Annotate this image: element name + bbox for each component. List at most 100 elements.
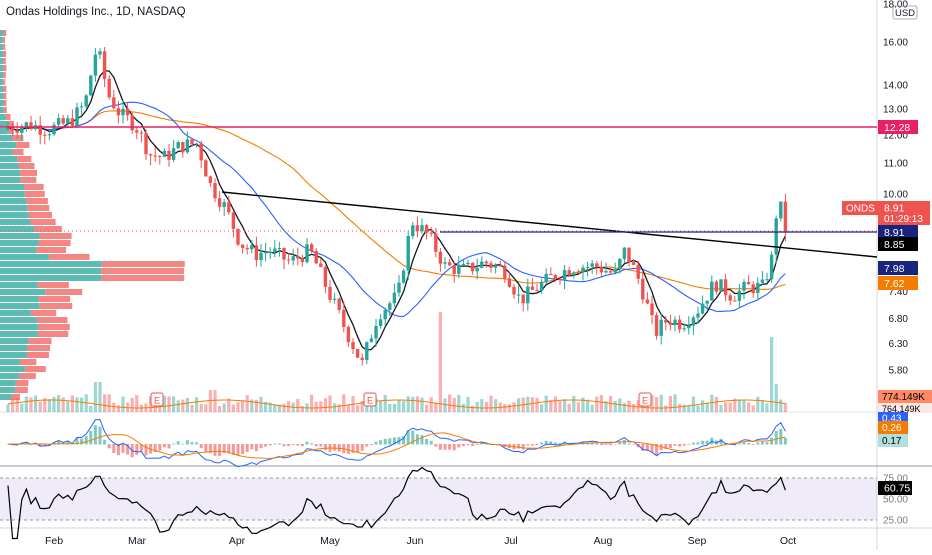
resistance-price-label-box[interactable] xyxy=(878,120,918,134)
candle-body xyxy=(700,303,705,314)
candle-body xyxy=(539,282,544,291)
currency-box[interactable] xyxy=(892,5,918,20)
candle-body xyxy=(595,263,599,268)
volume-profile-down-bar xyxy=(18,163,35,169)
volume-bar xyxy=(595,396,599,412)
rsi-tick-label: 50.00 xyxy=(883,495,908,506)
candle-body xyxy=(24,122,29,127)
volume-label-box[interactable] xyxy=(878,390,932,403)
candle-body xyxy=(719,279,723,292)
candle-body xyxy=(337,298,341,310)
volume-bar xyxy=(770,337,774,412)
candle-body xyxy=(102,51,107,79)
candle-body xyxy=(687,325,691,329)
sma-long-label-box[interactable] xyxy=(878,276,918,290)
volume-bar xyxy=(737,399,741,412)
candle-body xyxy=(507,278,512,287)
horizontal-level-label-box[interactable] xyxy=(878,225,918,239)
macd-signal-line xyxy=(8,432,786,459)
volume-bar xyxy=(406,396,410,412)
volume-profile-down-bar xyxy=(12,149,24,155)
macd-histogram-bar xyxy=(38,444,42,447)
volume-bar xyxy=(342,394,346,412)
volume-bar xyxy=(397,399,401,412)
rsi-value-box[interactable] xyxy=(878,481,912,495)
candle-body xyxy=(484,261,489,264)
volume-bar xyxy=(438,312,442,412)
sma-mid-label-box[interactable] xyxy=(878,261,918,275)
volume-profile-down-bar xyxy=(19,373,36,379)
sma-short-label-box[interactable] xyxy=(878,237,918,251)
volume-bar xyxy=(558,400,562,412)
descending-trendline[interactable] xyxy=(221,191,878,258)
candle-body xyxy=(723,279,728,296)
volume-profile-down-bar xyxy=(101,275,185,281)
macd-histogram-bar xyxy=(264,444,268,447)
macd-histogram-bar xyxy=(774,431,778,445)
volume-bar xyxy=(310,394,314,412)
earnings-marker[interactable] xyxy=(363,392,377,407)
signal-value-box[interactable] xyxy=(878,421,908,434)
volume-bar xyxy=(553,396,557,412)
candle-body xyxy=(751,284,755,294)
volume-bar xyxy=(190,404,194,412)
volume-bar xyxy=(167,396,171,412)
macd-histogram-bar xyxy=(144,444,148,456)
candle-body xyxy=(645,299,650,304)
earnings-marker[interactable] xyxy=(638,392,652,407)
symbol-tag-box[interactable] xyxy=(842,201,878,215)
volume-bar xyxy=(512,402,516,412)
volume-bar xyxy=(185,397,189,412)
candle-body xyxy=(760,279,765,283)
macd-pane xyxy=(6,419,787,468)
volume-bar xyxy=(236,402,240,412)
candle-body xyxy=(204,160,208,177)
volume-bar xyxy=(747,402,751,412)
moving-averages xyxy=(7,70,786,351)
volume-profile-up-bar xyxy=(0,121,8,127)
chart-title: Ondas Holdings Inc., 1D, NASDAQ xyxy=(6,6,186,18)
last-price-box[interactable] xyxy=(878,201,930,225)
earnings-marker-label: E xyxy=(642,396,648,406)
candle-body xyxy=(342,309,346,327)
candle-body xyxy=(742,282,746,291)
volume-bar xyxy=(383,394,387,412)
volume-profile-up-bar xyxy=(0,170,21,176)
volume-profile-up-bar xyxy=(0,289,46,295)
volume-profile-up-bar xyxy=(0,163,19,169)
candle-body xyxy=(47,134,52,136)
candle-body xyxy=(627,247,631,263)
macd-histogram-bar xyxy=(250,444,254,450)
macd-histogram-bar xyxy=(57,440,61,445)
candle-body xyxy=(300,258,305,263)
volume-profile-up-bar xyxy=(0,303,40,309)
macd-histogram-bar xyxy=(360,444,364,451)
volume-profile-down-bar xyxy=(16,142,30,148)
volume-bar xyxy=(199,404,203,412)
volume-bar xyxy=(227,398,231,412)
volume-bar xyxy=(489,395,493,412)
candle-body xyxy=(6,127,10,130)
hist-value-box[interactable] xyxy=(878,434,908,447)
volume-bar xyxy=(622,402,626,412)
volume-bar xyxy=(328,395,332,412)
candle-body xyxy=(125,108,130,116)
earnings-marker[interactable] xyxy=(150,392,164,407)
volume-label-2-box[interactable] xyxy=(878,403,932,413)
price-tick-label: 14.00 xyxy=(883,81,908,92)
candle-body xyxy=(714,281,719,292)
volume-profile-up-bar xyxy=(0,310,31,316)
candle-body xyxy=(277,248,282,250)
macd-histogram-bar xyxy=(425,438,429,445)
candle-body xyxy=(323,267,328,287)
candle-body xyxy=(654,315,659,336)
time-tick-label: Jul xyxy=(504,535,517,547)
candle-body xyxy=(457,264,461,274)
volume-bar xyxy=(530,397,534,412)
candle-body xyxy=(305,244,309,263)
countdown-label: 01:29:13 xyxy=(884,214,923,225)
volume-bar xyxy=(751,405,755,412)
volume-bar xyxy=(650,394,654,412)
volume-bar xyxy=(618,398,622,412)
